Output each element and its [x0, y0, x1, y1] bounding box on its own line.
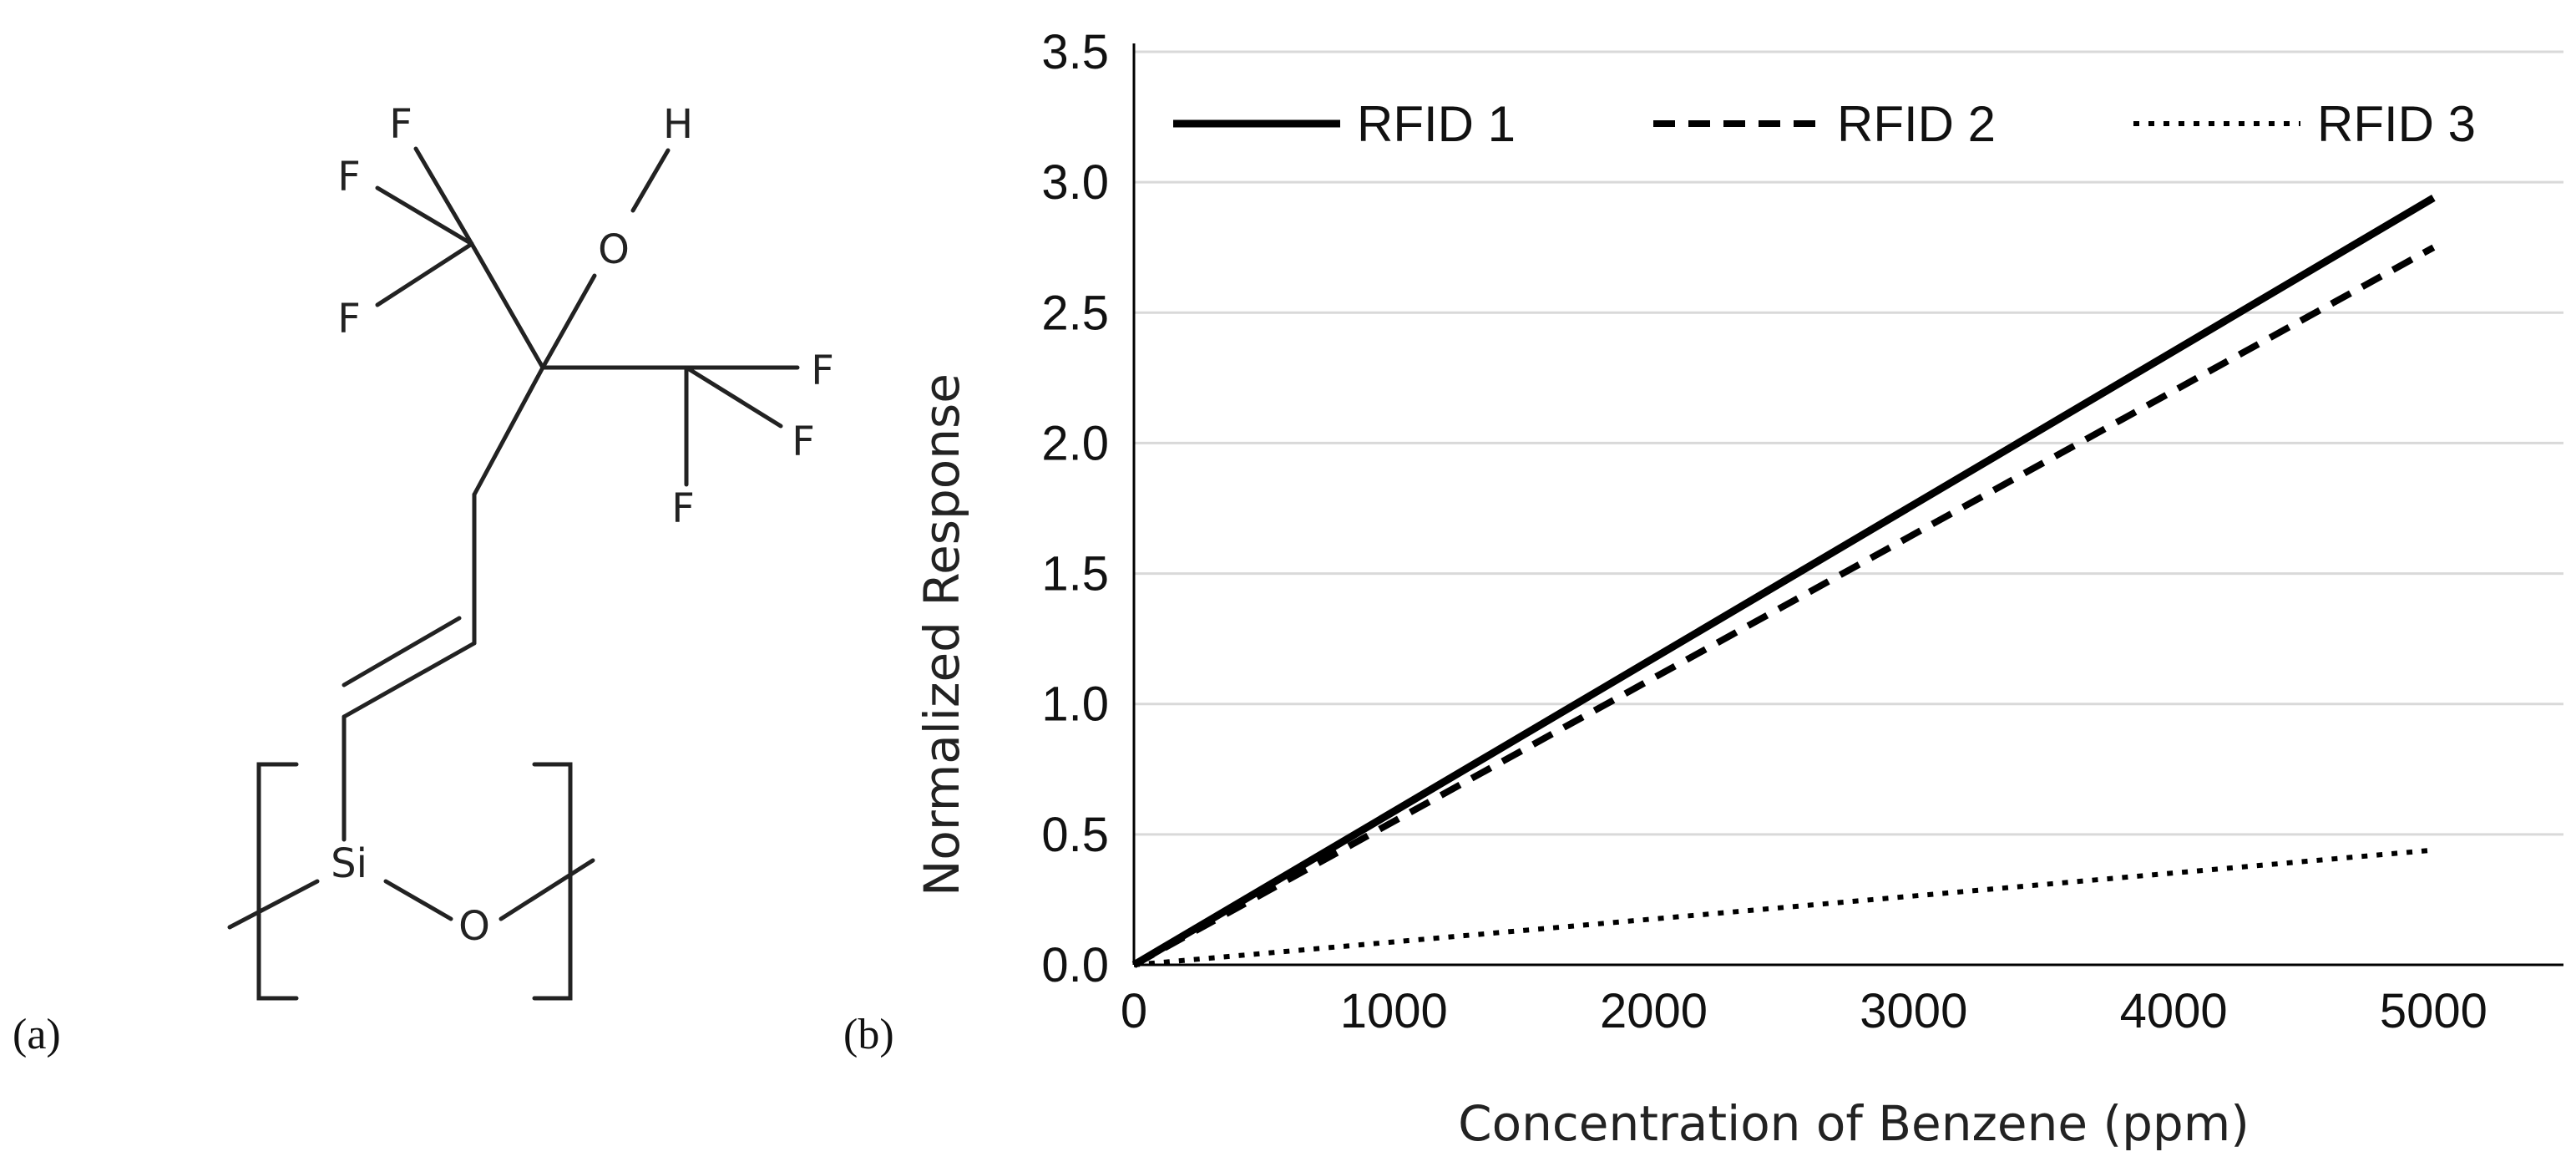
- atom-h: H: [663, 101, 693, 148]
- bracket-right: [532, 762, 573, 1001]
- legend-label-1: RFID 1: [1357, 96, 1516, 152]
- y-axis-title: Normalized Response: [913, 373, 970, 896]
- x-tick-label-5: 5000: [2380, 984, 2487, 1038]
- bond-si-o: [383, 879, 453, 921]
- plot-area: 0 1000 2000 3000 4000 5000 0.0 0.5 1.0 1.5 2.0 2.5…: [1041, 25, 2563, 1038]
- y-tick-label-5: 2.5: [1041, 286, 1109, 340]
- panel-label-a: (a): [13, 1011, 61, 1058]
- axes: [1132, 43, 2563, 967]
- bond-ccentral-ch2: [472, 365, 545, 497]
- bond-c-f2: [375, 185, 474, 246]
- series-lines: [1131, 195, 2436, 968]
- atom-f4: F: [811, 348, 834, 394]
- atom-si: Si: [331, 840, 367, 887]
- y-tick-label-2: 1.0: [1041, 677, 1109, 732]
- atom-f1: F: [389, 101, 412, 148]
- bond-c-f1: [413, 146, 474, 246]
- atom-o-backbone: O: [458, 903, 490, 950]
- x-tick-label-4: 4000: [2120, 984, 2228, 1038]
- series-line-rfid-1: [1131, 195, 2436, 968]
- bond-c-o: [540, 273, 597, 370]
- bracket-left: [256, 762, 299, 1001]
- x-axis-title: Concentration of Benzene (ppm): [1458, 1095, 2250, 1152]
- x-tick-label-3: 3000: [1860, 984, 1967, 1038]
- atom-f3: F: [337, 296, 361, 342]
- bond-double-1: [342, 641, 477, 719]
- x-tick-label-2: 2000: [1600, 984, 1708, 1038]
- bond-double-2: [342, 616, 462, 687]
- bond-o-h: [630, 148, 671, 213]
- legend: RFID 1 RFID 2 RFID 3: [1173, 96, 2476, 152]
- atom-f2: F: [337, 154, 361, 200]
- atom-o-hydroxyl: O: [598, 226, 630, 273]
- y-tick-label-6: 3.0: [1041, 155, 1109, 210]
- bond-o-chain: [498, 858, 595, 921]
- y-tick-label-4: 2.0: [1041, 416, 1109, 470]
- atom-f5: F: [792, 419, 815, 465]
- x-tick-labels: 0 1000 2000 3000 4000 5000: [1121, 984, 2487, 1038]
- molecule-structure: [227, 146, 800, 1001]
- x-tick-label-1: 1000: [1340, 984, 1448, 1038]
- bond-chain-left: [227, 879, 320, 930]
- atom-labels: F F F H O F F F Si O: [331, 101, 834, 950]
- series-line-rfid-3: [1133, 847, 2434, 967]
- gridlines: [1134, 50, 2563, 836]
- y-tick-label-7: 3.5: [1041, 25, 1109, 79]
- panel-label-b: (b): [843, 1011, 894, 1058]
- legend-label-3: RFID 3: [2317, 96, 2476, 152]
- bond-c-f5: [684, 365, 783, 429]
- bond-cf3-ccentral: [469, 241, 545, 370]
- y-tick-label-0: 0.0: [1041, 938, 1109, 992]
- x-tick-label-0: 0: [1121, 984, 1147, 1038]
- legend-label-2: RFID 2: [1837, 96, 1996, 152]
- atom-f6: F: [671, 485, 695, 532]
- series-line-rfid-2: [1132, 244, 2436, 968]
- y-tick-labels: 0.0 0.5 1.0 1.5 2.0 2.5 3.0 3.5: [1041, 25, 1109, 992]
- bond-c-f3: [375, 241, 474, 307]
- y-tick-label-1: 0.5: [1041, 808, 1109, 862]
- y-tick-label-3: 1.5: [1041, 547, 1109, 601]
